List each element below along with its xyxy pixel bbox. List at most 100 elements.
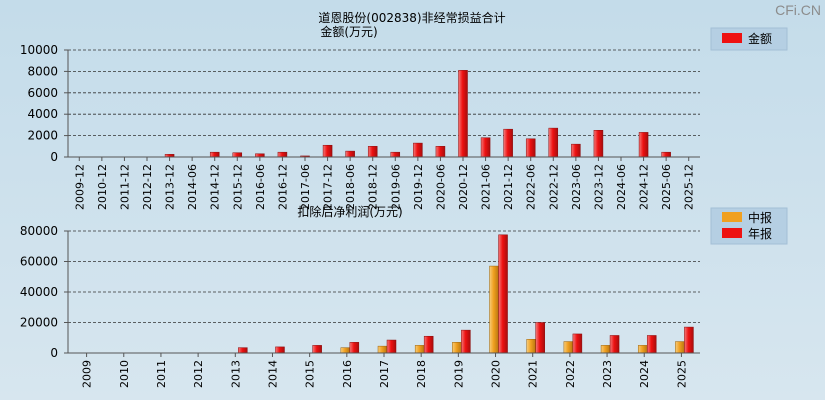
bot-bar-2024-0 <box>637 345 648 354</box>
top-x-tick-label: 2024-06 <box>615 164 628 210</box>
chart-bottom-y-axis: 0 20000 40000 60000 80000 <box>20 224 68 360</box>
bot-x-tick-label: 2014 <box>266 360 279 388</box>
top-x-tick-label: 2024-12 <box>638 164 651 210</box>
chart-bottom-legend: 中报 年报 <box>710 207 788 245</box>
top-x-tick-label: 2017-06 <box>299 164 312 210</box>
top-bar-2024-12-0 <box>638 132 649 158</box>
top-x-tick-label: 2022-12 <box>547 164 560 210</box>
top-bar-2021-12-0 <box>503 128 513 158</box>
top-x-tick-label: 2015-12 <box>231 164 244 210</box>
bot-y-tick-label: 0 <box>50 346 58 360</box>
top-y-tick-label: 8000 <box>27 64 58 78</box>
top-y-tick-label: 0 <box>50 150 58 164</box>
chart-bottom-legend-label-annual: 年报 <box>748 226 772 241</box>
chart-bottom-x-axis: 2009 2010 2011 2012 2013 2014 2015 2016 2017 2018… <box>81 353 688 388</box>
bot-bar-2018-1 <box>423 335 434 354</box>
top-x-tick-label: 2016-06 <box>254 164 267 210</box>
top-bar-2020-12-0 <box>458 70 468 158</box>
chart-top-y-axis: 0 2000 4000 6000 8000 10000 <box>20 43 68 164</box>
bot-x-tick-label: 2011 <box>155 360 168 388</box>
top-x-tick-label: 2021-12 <box>502 164 515 210</box>
top-bar-2025-06-0 <box>661 151 671 158</box>
top-bar-2015-12-0 <box>232 152 243 158</box>
top-x-tick-label: 2021-06 <box>480 164 493 210</box>
bot-bar-2014-1 <box>275 346 285 354</box>
bot-x-tick-label: 2018 <box>415 360 428 388</box>
chart-bottom-bars <box>238 234 694 354</box>
top-y-tick-label: 4000 <box>27 107 58 121</box>
chart-bottom-title: 扣除后净利润(万元) <box>297 204 402 219</box>
top-bar-2018-06-0 <box>345 150 355 158</box>
bot-y-tick-label: 20000 <box>20 316 58 330</box>
chart-top-ylabel: 金额(万元) <box>320 24 377 39</box>
watermark: CFi.CN <box>775 2 821 18</box>
bot-x-tick-label: 2023 <box>601 360 614 388</box>
bot-x-tick-label: 2013 <box>229 360 242 388</box>
top-x-tick-label: 2017-12 <box>322 164 335 210</box>
top-x-tick-label: 2022-06 <box>525 164 538 210</box>
top-x-tick-label: 2010-12 <box>96 164 109 210</box>
top-x-tick-label: 2023-06 <box>570 164 583 210</box>
top-x-tick-label: 2020-06 <box>434 164 447 210</box>
top-bar-2014-12-0 <box>209 151 220 158</box>
top-bar-2023-06-0 <box>571 143 581 158</box>
bot-x-tick-label: 2015 <box>304 360 317 388</box>
bot-bar-2023-1 <box>609 335 620 354</box>
bot-bar-2017-0 <box>377 345 388 354</box>
bot-y-tick-label: 80000 <box>20 224 58 238</box>
chart-bottom: 扣除后净利润(万元) 0 20000 40000 60000 80000 2009 201… <box>20 204 788 388</box>
chart-top: 道恩股份(002838)非经常损益合计 金额(万元) 0 2000 4000 6000… <box>20 10 788 210</box>
bot-bar-2022-0 <box>563 341 574 354</box>
top-bar-2022-12-0 <box>548 127 559 158</box>
top-x-tick-label: 2013-12 <box>164 164 177 210</box>
top-x-tick-label: 2018-12 <box>367 164 380 210</box>
bot-bar-2013-1 <box>238 347 248 354</box>
chart-top-legend: 金额 <box>710 27 788 51</box>
bot-bar-2021-0 <box>526 339 536 354</box>
top-bar-2019-12-0 <box>413 142 423 158</box>
chart-bottom-legend-swatch-interim <box>722 212 742 222</box>
top-x-tick-label: 2023-12 <box>592 164 605 210</box>
top-y-tick-label: 2000 <box>27 129 58 143</box>
top-bar-2022-06-0 <box>525 138 536 158</box>
bot-bar-2016-0 <box>340 347 351 354</box>
bot-y-tick-label: 60000 <box>20 255 58 269</box>
top-bar-2021-06-0 <box>480 137 491 158</box>
bot-bar-2021-1 <box>535 322 545 354</box>
top-bar-2019-06-0 <box>390 151 401 158</box>
chart-bottom-grid <box>68 230 700 323</box>
chart-top-legend-swatch-amount <box>722 33 742 43</box>
bot-bar-2022-1 <box>572 333 583 354</box>
top-x-tick-label: 2020-12 <box>457 164 470 210</box>
bot-x-tick-label: 2022 <box>564 360 577 388</box>
bot-bar-2016-1 <box>349 342 360 354</box>
bot-bar-2025-0 <box>675 341 685 354</box>
chart-top-grid <box>68 49 700 137</box>
top-x-tick-label: 2009-12 <box>73 164 86 210</box>
bot-bar-2023-0 <box>600 345 611 354</box>
bot-bar-2015-1 <box>312 345 322 354</box>
chart-top-bars <box>164 70 671 158</box>
top-bar-2016-12-0 <box>277 151 288 158</box>
bot-bar-2020-1 <box>498 234 508 354</box>
bot-bar-2025-1 <box>684 326 694 354</box>
bot-bar-2018-0 <box>414 345 425 354</box>
bot-x-tick-label: 2009 <box>81 360 94 388</box>
bot-bar-2019-1 <box>461 329 471 354</box>
top-bar-2018-12-0 <box>367 146 378 158</box>
chart-top-title: 道恩股份(002838)非经常损益合计 <box>318 10 505 25</box>
top-x-tick-label: 2025-06 <box>660 164 673 210</box>
chart-top-legend-label-amount: 金额 <box>748 31 772 46</box>
top-x-tick-label: 2019-06 <box>389 164 402 210</box>
top-bar-2023-12-0 <box>593 130 604 158</box>
bot-x-tick-label: 2016 <box>341 360 354 388</box>
top-x-tick-label: 2025-12 <box>683 164 696 210</box>
top-y-tick-label: 10000 <box>20 43 58 57</box>
top-x-tick-label: 2019-12 <box>412 164 425 210</box>
bot-bar-2020-0 <box>489 265 499 354</box>
bot-y-tick-label: 40000 <box>20 285 58 299</box>
bot-x-tick-label: 2017 <box>378 360 391 388</box>
bot-x-tick-label: 2025 <box>675 360 688 388</box>
bot-x-tick-label: 2021 <box>527 360 540 388</box>
